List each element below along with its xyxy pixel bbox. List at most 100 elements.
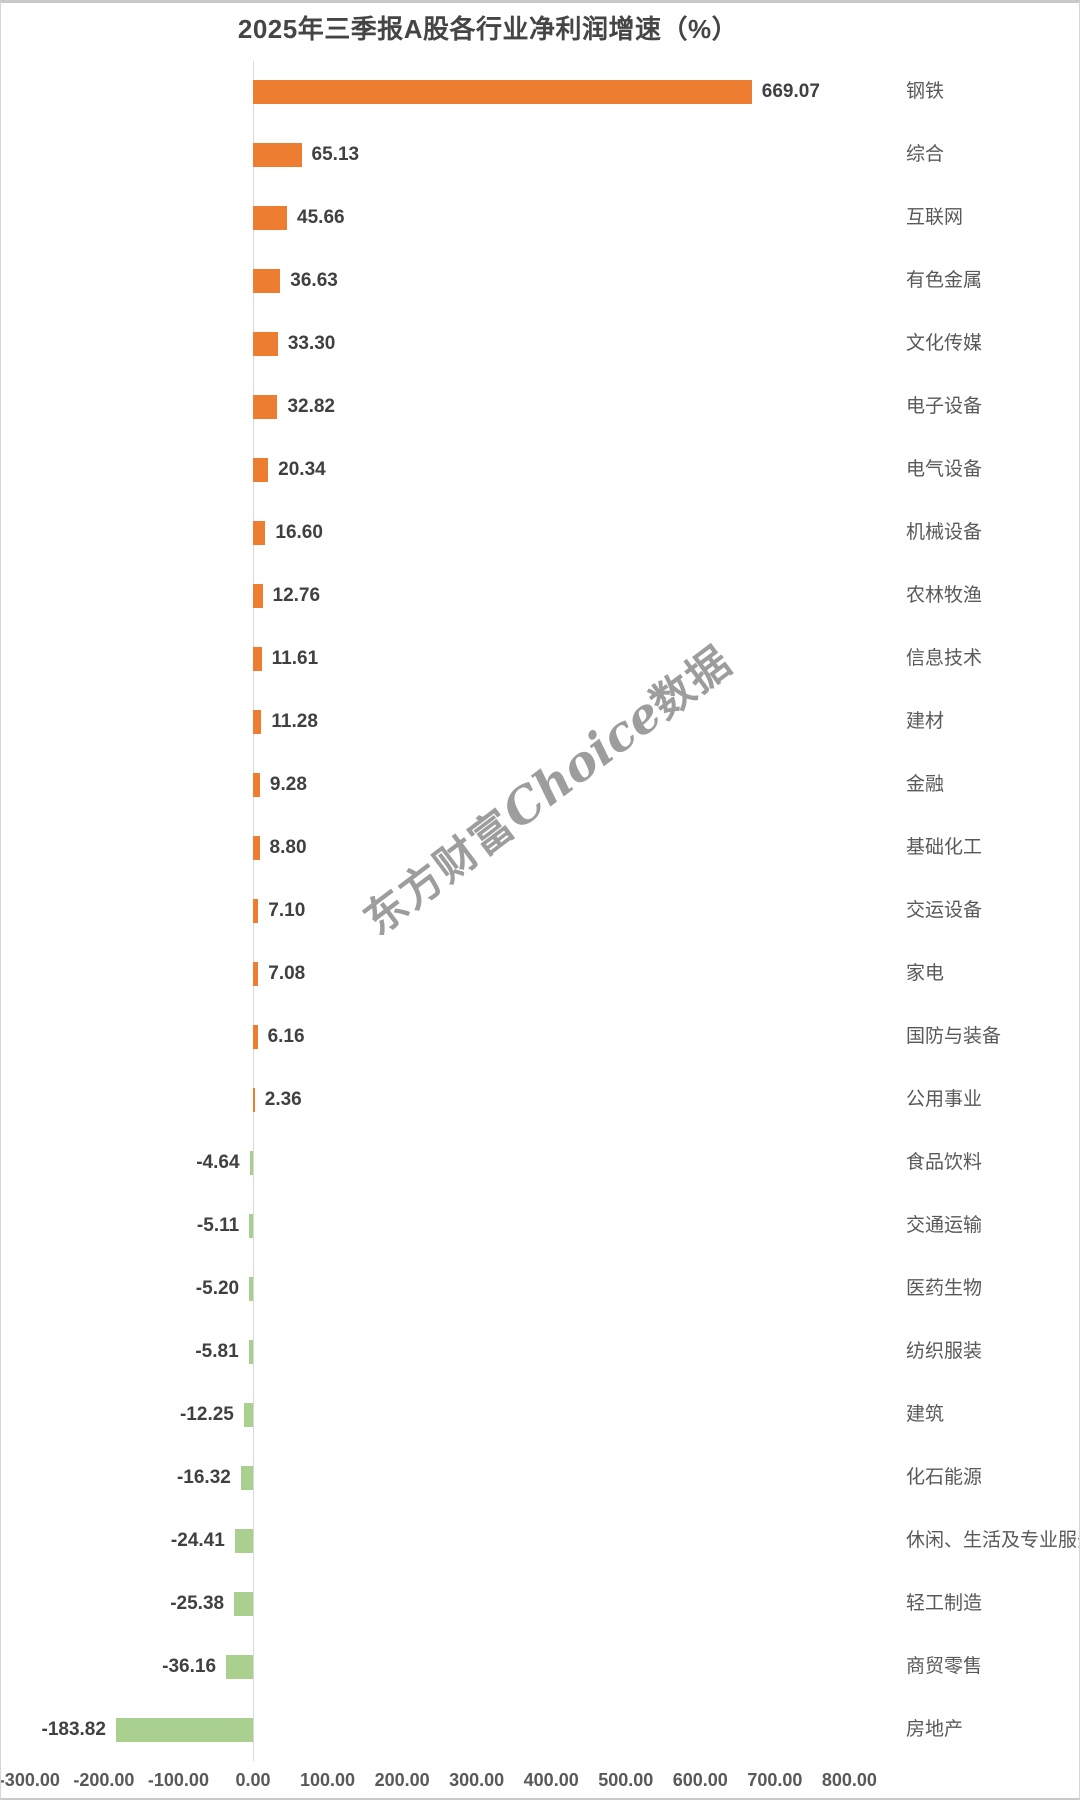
value-label: -5.20 [195, 1278, 240, 1299]
value-label: -25.38 [170, 1593, 225, 1614]
category-label: 金融 [906, 774, 945, 795]
value-label: 20.34 [278, 459, 326, 480]
value-label: 16.60 [275, 522, 323, 543]
value-label: -183.82 [41, 1719, 106, 1740]
value-label: -36.16 [162, 1656, 217, 1677]
category-label: 交通运输 [906, 1215, 983, 1236]
value-label: 65.13 [311, 144, 360, 165]
category-label: 互联网 [906, 207, 964, 228]
category-label: 家电 [906, 963, 945, 984]
x-axis-tick-label: 600.00 [672, 1770, 728, 1790]
bar-negative [249, 1214, 253, 1238]
bar-negative [240, 1466, 253, 1490]
x-axis-tick-label: 200.00 [374, 1770, 430, 1790]
category-label: 食品饮料 [906, 1152, 983, 1173]
category-label: 机械设备 [906, 522, 983, 543]
bar-negative [248, 1340, 253, 1364]
category-label: 公用事业 [906, 1089, 983, 1110]
value-label: 2.36 [264, 1089, 302, 1110]
value-label: 36.63 [290, 270, 338, 291]
category-label: 钢铁 [906, 81, 945, 102]
x-axis-tick-label: 800.00 [821, 1770, 877, 1790]
x-axis-tick-label: -200.00 [73, 1770, 135, 1790]
bar-negative [243, 1403, 253, 1427]
bar-positive [253, 710, 262, 734]
category-label: 交运设备 [906, 900, 983, 921]
bar-positive [253, 647, 262, 671]
value-label: 6.16 [267, 1026, 305, 1047]
bar-positive [253, 521, 266, 545]
watermark: 东方财富Choice数据 [349, 629, 743, 947]
watermark-suffix: 数据 [641, 637, 741, 728]
category-label: 电子设备 [906, 396, 983, 417]
watermark-prefix: 东方财富 [355, 800, 524, 944]
bar-positive [253, 458, 269, 482]
category-label: 信息技术 [906, 648, 983, 669]
category-label: 建筑 [906, 1404, 945, 1425]
category-label: 休闲、生活及专业服务 [906, 1530, 1080, 1551]
value-label: 11.61 [271, 648, 319, 669]
bar-positive [253, 836, 260, 860]
watermark-brand: Choice [492, 685, 673, 841]
x-axis-tick-label: 400.00 [523, 1770, 579, 1790]
bar-positive [253, 1088, 255, 1112]
category-label: 文化传媒 [906, 333, 983, 354]
bar-positive [253, 899, 259, 923]
value-label: -16.32 [176, 1467, 231, 1488]
bar-positive [253, 206, 288, 230]
value-label: 32.82 [287, 396, 335, 417]
x-axis-tick-label: 500.00 [598, 1770, 654, 1790]
category-label: 轻工制造 [906, 1593, 983, 1614]
bar-positive [253, 143, 302, 167]
bar-negative [234, 1529, 253, 1553]
category-label: 电气设备 [906, 459, 983, 480]
bar-negative [249, 1277, 253, 1301]
bar-negative [226, 1655, 253, 1679]
chart-title: 2025年三季报A股各行业净利润增速（%） [237, 14, 739, 44]
value-label: -12.25 [179, 1404, 234, 1425]
x-axis-tick-label: 700.00 [747, 1770, 803, 1790]
category-label: 房地产 [906, 1719, 964, 1740]
x-axis-tick-label: 100.00 [300, 1770, 356, 1790]
value-label: 8.80 [269, 837, 307, 858]
bar-positive [253, 1025, 258, 1049]
bar-negative [115, 1718, 253, 1742]
value-label: -5.11 [196, 1215, 240, 1236]
value-label: 7.10 [268, 900, 306, 921]
value-label: 9.28 [269, 774, 307, 795]
x-axis-tick-label: -100.00 [147, 1770, 209, 1790]
category-label: 基础化工 [906, 837, 983, 858]
value-label: 12.76 [272, 585, 321, 606]
bar-positive [253, 269, 281, 293]
bar-positive [253, 584, 263, 608]
category-label: 综合 [906, 144, 945, 165]
value-label: -24.41 [170, 1530, 225, 1551]
bar-positive [253, 773, 260, 797]
plot-area: 669.07 钢铁 65.13 综合 45.66 互联网 36.63 有色金属 33.30 文化传… [0, 61, 1080, 1798]
value-label: -5.81 [195, 1341, 239, 1362]
x-axis-tick-label: 0.00 [235, 1770, 271, 1790]
category-label: 建材 [906, 711, 945, 732]
category-label: 商贸零售 [906, 1656, 983, 1677]
category-label: 纺织服装 [906, 1341, 983, 1362]
bar-positive [253, 332, 278, 356]
bar-negative [249, 1151, 253, 1175]
value-label: 669.07 [761, 81, 820, 102]
value-label: 33.30 [287, 333, 336, 354]
bar-negative [234, 1592, 253, 1616]
category-label: 农林牧渔 [906, 585, 983, 606]
value-label: 45.66 [297, 207, 345, 228]
category-label: 国防与装备 [906, 1026, 1002, 1047]
value-label: 11.28 [271, 711, 318, 732]
bar-positive [253, 395, 278, 419]
category-label: 有色金属 [906, 270, 983, 291]
x-axis-tick-label: -300.00 [0, 1770, 60, 1790]
bar-positive [253, 80, 752, 104]
category-label: 化石能源 [906, 1467, 983, 1488]
x-axis-tick-label: 300.00 [449, 1770, 505, 1790]
value-label: -4.64 [196, 1152, 240, 1173]
value-label: 7.08 [268, 963, 306, 984]
category-label: 医药生物 [906, 1278, 983, 1299]
bar-positive [253, 962, 259, 986]
